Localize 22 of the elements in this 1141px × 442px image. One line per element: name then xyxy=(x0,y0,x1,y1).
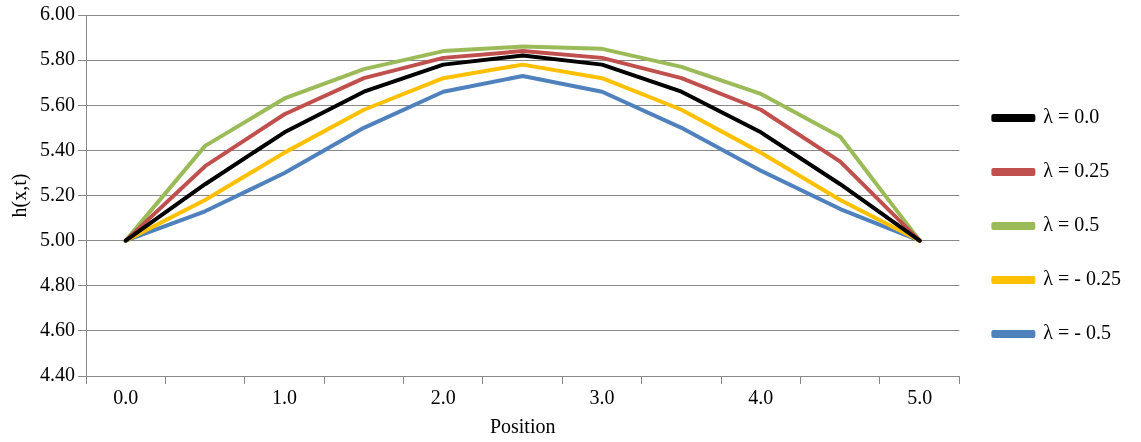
y-tick-label: 5.40 xyxy=(40,137,75,160)
y-tick-label: 4.40 xyxy=(40,363,75,386)
x-tick-label: 1.0 xyxy=(271,386,297,409)
x-tick-label: 5.0 xyxy=(907,386,933,409)
legend-label: λ = 0.5 xyxy=(1043,213,1100,236)
y-tick-label: 5.80 xyxy=(40,47,75,70)
y-tick-label: 6.00 xyxy=(40,2,75,25)
x-axis-title: Position xyxy=(489,415,556,438)
legend-label: λ = 0.0 xyxy=(1043,105,1100,128)
y-tick-label: 5.20 xyxy=(40,182,75,205)
legend-label: λ = 0.25 xyxy=(1043,159,1110,182)
x-tick-label: 2.0 xyxy=(430,386,456,409)
y-axis-title: h(x,t) xyxy=(8,173,32,218)
legend-label: λ = - 0.25 xyxy=(1043,267,1121,290)
y-tick-label: 4.60 xyxy=(40,318,75,341)
legend-label: λ = - 0.5 xyxy=(1043,321,1111,344)
y-tick-label: 5.60 xyxy=(40,92,75,115)
x-tick-label: 3.0 xyxy=(589,386,615,409)
y-tick-label: 4.80 xyxy=(40,273,75,295)
y-tick-label: 5.00 xyxy=(40,227,75,250)
x-tick-label: 0.0 xyxy=(113,386,139,409)
x-tick-label: 4.0 xyxy=(748,386,774,409)
